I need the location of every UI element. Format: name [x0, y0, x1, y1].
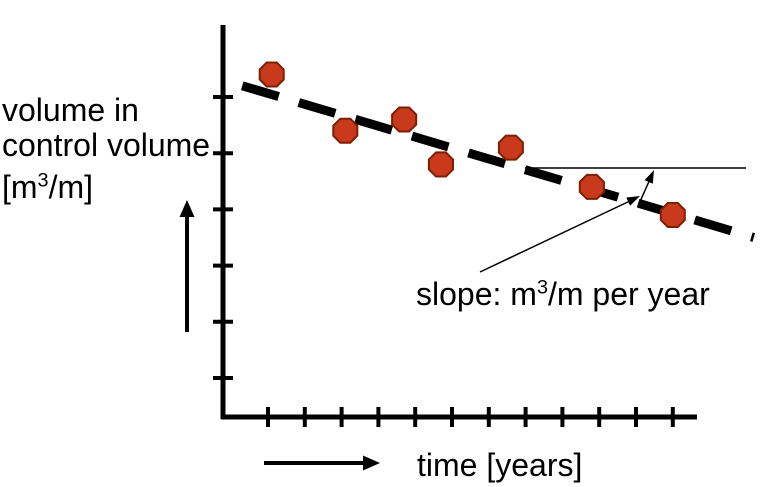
data-point-markers: [258, 61, 686, 228]
slope-label-superscript: 3: [536, 276, 548, 299]
y-axis-unit-superscript: 3: [37, 169, 49, 192]
slope-label-pre: slope: m: [416, 276, 537, 312]
slope-annotation-label: slope: m3/m per year: [416, 277, 710, 312]
slope-leader-line: [479, 199, 633, 273]
angle-arrow-arrowhead-icon: [644, 170, 654, 184]
y-axis-ticks: [213, 95, 233, 380]
data-point-marker: [659, 202, 686, 228]
y-axis-unit-pre: [m: [2, 169, 38, 205]
y-axis-unit: [m3/m]: [2, 170, 93, 205]
data-point-marker: [427, 151, 454, 178]
data-point-marker: [578, 173, 605, 200]
y-axis-label-line1: volume in: [2, 92, 139, 128]
data-point-marker: [391, 106, 418, 133]
slope-label-post: /m per year: [547, 276, 710, 312]
data-point-marker: [258, 61, 285, 88]
y-direction-arrow-icon: [179, 200, 195, 332]
slope-leader-arrowhead-icon: [626, 196, 640, 206]
y-axis-unit-post: /m]: [48, 169, 94, 205]
x-direction-arrow-icon: [264, 455, 380, 471]
y-axis-label: volume in control volume: [2, 93, 210, 163]
data-point-marker: [332, 117, 359, 144]
y-axis-label-line2: control volume: [2, 127, 211, 163]
x-axis-label: time [years]: [417, 447, 583, 483]
x-axis-ticks: [266, 407, 675, 427]
data-point-marker: [497, 134, 524, 161]
